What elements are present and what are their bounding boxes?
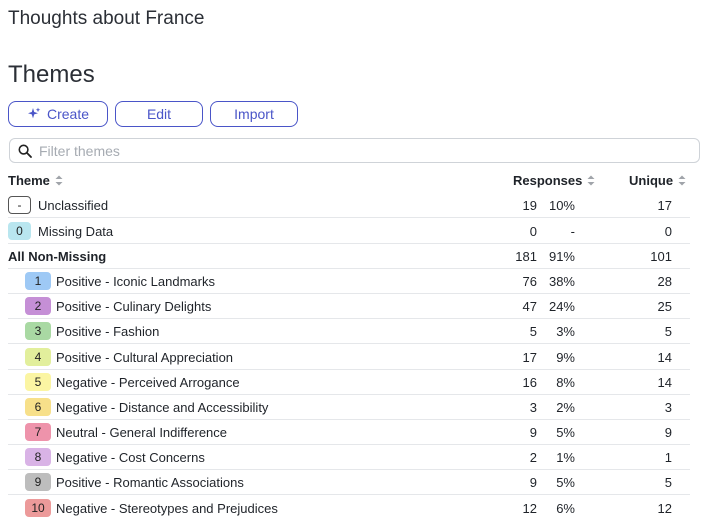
theme-badge: 10 (25, 499, 51, 517)
response-count: 3 (529, 400, 537, 415)
response-percent: - (570, 224, 575, 239)
response-percent: 5% (556, 475, 575, 490)
table-row-theme-2[interactable]: 2 Positive - Culinary Delights 47 24% 25 (8, 294, 690, 319)
response-count: 76 (522, 274, 537, 289)
response-count: 5 (529, 324, 537, 339)
unique-count: 17 (657, 198, 672, 213)
response-percent: 38% (548, 274, 575, 289)
theme-label: Neutral - General Indifference (56, 425, 228, 440)
table-row-theme-4[interactable]: 4 Positive - Cultural Appreciation 17 9%… (8, 345, 690, 370)
theme-label: All Non-Missing (8, 249, 107, 264)
sort-icon (678, 175, 686, 186)
response-percent: 91% (548, 249, 575, 264)
column-header-theme-label: Theme (8, 173, 50, 188)
theme-badge: - (8, 196, 31, 214)
unique-count: 5 (664, 324, 672, 339)
create-button[interactable]: Create (8, 101, 108, 127)
theme-badge: 5 (25, 373, 51, 391)
theme-badge: 0 (8, 222, 31, 240)
edit-button-label: Edit (146, 106, 172, 122)
response-count: 17 (522, 350, 537, 365)
edit-button[interactable]: Edit (115, 101, 203, 127)
response-count: 16 (522, 375, 537, 390)
column-header-unique-label: Unique (629, 173, 674, 188)
unique-count: 14 (657, 375, 672, 390)
theme-label: Positive - Culinary Delights (56, 299, 212, 314)
theme-badge: 3 (25, 322, 51, 340)
theme-label: Negative - Distance and Accessibility (56, 400, 269, 415)
theme-label: Negative - Cost Concerns (56, 450, 205, 465)
unique-count: 14 (657, 350, 672, 365)
response-percent: 5% (556, 425, 575, 440)
theme-badge: 7 (25, 423, 51, 441)
response-count: 19 (522, 198, 537, 213)
unique-count: 9 (664, 425, 672, 440)
column-header-theme[interactable]: Theme (8, 173, 63, 188)
theme-badge: 8 (25, 448, 51, 466)
sparkle-icon (27, 107, 41, 121)
unique-count: 25 (657, 299, 672, 314)
theme-label: Positive - Fashion (56, 324, 160, 339)
theme-label: Negative - Stereotypes and Prejudices (56, 501, 278, 516)
column-header-responses[interactable]: Responses (513, 173, 595, 188)
unique-count: 12 (657, 501, 672, 516)
unique-count: 5 (664, 475, 672, 490)
table-row-theme-5[interactable]: 5 Negative - Perceived Arrogance 16 8% 1… (8, 370, 690, 395)
response-count: 47 (522, 299, 537, 314)
theme-badge: 2 (25, 297, 51, 315)
column-header-unique[interactable]: Unique (629, 173, 686, 188)
table-row-missing-data[interactable]: 0 Missing Data 0 - 0 (8, 219, 690, 244)
create-button-label: Create (46, 106, 90, 122)
table-row-theme-10[interactable]: 10 Negative - Stereotypes and Prejudices… (8, 496, 690, 521)
table-row-theme-6[interactable]: 6 Negative - Distance and Accessibility … (8, 395, 690, 420)
theme-badge: 4 (25, 348, 51, 366)
sort-icon (55, 175, 63, 186)
unique-count: 28 (657, 274, 672, 289)
response-count: 2 (529, 450, 537, 465)
response-percent: 9% (556, 350, 575, 365)
table-row-theme-9[interactable]: 9 Positive - Romantic Associations 9 5% … (8, 470, 690, 495)
unique-count: 1 (664, 450, 672, 465)
theme-badge: 9 (25, 473, 51, 491)
column-header-responses-label: Responses (513, 173, 583, 188)
theme-label: Positive - Cultural Appreciation (56, 350, 234, 365)
response-percent: 1% (556, 450, 575, 465)
unique-count: 101 (650, 249, 672, 264)
theme-label: Unclassified (38, 198, 109, 213)
import-button-label: Import (234, 106, 274, 122)
sort-icon (587, 175, 595, 186)
response-count: 12 (522, 501, 537, 516)
theme-label: Missing Data (38, 224, 114, 239)
theme-badge: 6 (25, 398, 51, 416)
table-row-unclassified[interactable]: - Unclassified 19 10% 17 (8, 193, 690, 218)
filter-themes-input[interactable] (39, 142, 659, 159)
response-count: 9 (529, 475, 537, 490)
table-row-theme-7[interactable]: 7 Neutral - General Indifference 9 5% 9 (8, 420, 690, 445)
response-count: 9 (529, 425, 537, 440)
response-count: 181 (515, 249, 537, 264)
table-row-theme-1[interactable]: 1 Positive - Iconic Landmarks 76 38% 28 (8, 269, 690, 294)
table-row-theme-8[interactable]: 8 Negative - Cost Concerns 2 1% 1 (8, 445, 690, 470)
response-percent: 10% (548, 198, 575, 213)
response-percent: 3% (556, 324, 575, 339)
page-title: Thoughts about France (8, 8, 205, 29)
theme-label: Positive - Romantic Associations (56, 475, 244, 490)
unique-count: 3 (664, 400, 672, 415)
response-percent: 2% (556, 400, 575, 415)
response-count: 0 (529, 224, 537, 239)
table-row-theme-3[interactable]: 3 Positive - Fashion 5 3% 5 (8, 319, 690, 344)
response-percent: 24% (548, 299, 575, 314)
search-icon (18, 143, 32, 158)
unique-count: 0 (664, 224, 672, 239)
theme-badge: 1 (25, 272, 51, 290)
filter-box (9, 138, 700, 163)
import-button[interactable]: Import (210, 101, 298, 127)
theme-label: Negative - Perceived Arrogance (56, 375, 240, 390)
response-percent: 6% (556, 501, 575, 516)
theme-label: Positive - Iconic Landmarks (56, 274, 215, 289)
response-percent: 8% (556, 375, 575, 390)
table-row-all-non-missing[interactable]: All Non-Missing 181 91% 101 (8, 244, 690, 269)
section-heading: Themes (8, 61, 95, 88)
